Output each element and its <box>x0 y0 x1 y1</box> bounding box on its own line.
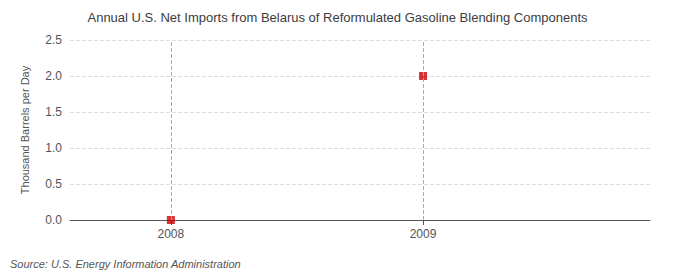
svg-text:0.0: 0.0 <box>45 213 62 227</box>
svg-text:Source: U.S. Energy Informatio: Source: U.S. Energy Information Administ… <box>10 258 241 270</box>
svg-text:2.5: 2.5 <box>45 33 62 47</box>
svg-text:Annual U.S. Net Imports from B: Annual U.S. Net Imports from Belarus of … <box>87 10 588 25</box>
svg-text:2.0: 2.0 <box>45 69 62 83</box>
svg-text:2008: 2008 <box>158 227 185 241</box>
svg-text:1.5: 1.5 <box>45 105 62 119</box>
svg-text:1.0: 1.0 <box>45 141 62 155</box>
svg-text:2009: 2009 <box>410 227 437 241</box>
svg-text:0.5: 0.5 <box>45 177 62 191</box>
svg-text:Thousand Barrels per Day: Thousand Barrels per Day <box>19 65 31 194</box>
